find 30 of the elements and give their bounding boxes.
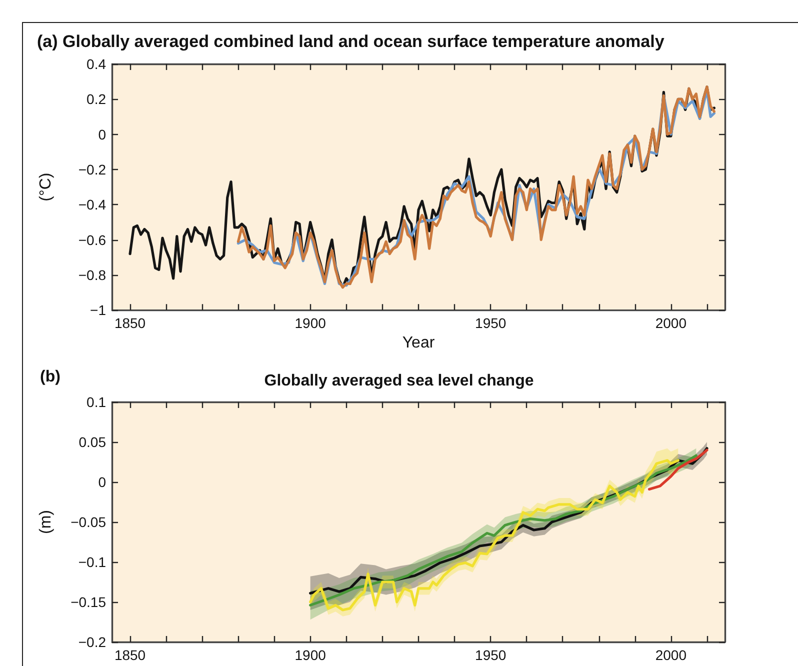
y-tick-label: −0.15 <box>70 594 106 610</box>
x-tick-label: 1900 <box>294 315 326 332</box>
y-tick-label: 0 <box>98 126 106 142</box>
y-tick-label: −0.1 <box>78 554 106 570</box>
x-tick-label: 1850 <box>114 315 146 332</box>
chart-title: Globally averaged sea level change <box>264 372 534 390</box>
y-tick-label: −0.6 <box>78 232 106 248</box>
x-tick-label: 1950 <box>475 647 506 663</box>
y-tick-label: 0.1 <box>86 394 106 410</box>
x-tick-label: 1900 <box>294 647 326 663</box>
y-tick-label: 0.05 <box>78 434 106 450</box>
y-tick-label: −0.4 <box>78 196 106 213</box>
y-tick-label: −0.05 <box>70 514 106 530</box>
x-tick-label: 1950 <box>475 315 506 332</box>
y-tick-label: 0.2 <box>86 91 106 108</box>
x-axis-title: Year <box>402 334 436 352</box>
line-series <box>648 448 708 490</box>
chart-title: (a) Globally averaged combined land and ocean surface temperature anomaly <box>37 32 665 51</box>
x-tick-label: 2000 <box>655 315 687 332</box>
y-tick-label: −0.2 <box>78 161 106 178</box>
text: (b) <box>40 368 60 386</box>
y-tick-label: −0.8 <box>78 266 106 283</box>
x-tick-label: 2000 <box>655 647 687 663</box>
y-tick-label: −1 <box>90 302 106 318</box>
y-tick-label: −0.2 <box>78 634 106 650</box>
y-tick-label: 0.4 <box>86 56 106 72</box>
y-axis-title: (m) <box>38 510 54 534</box>
x-tick-label: 1850 <box>114 647 146 663</box>
y-axis-title: (°C) <box>38 172 54 202</box>
y-tick-label: 0 <box>98 474 106 490</box>
